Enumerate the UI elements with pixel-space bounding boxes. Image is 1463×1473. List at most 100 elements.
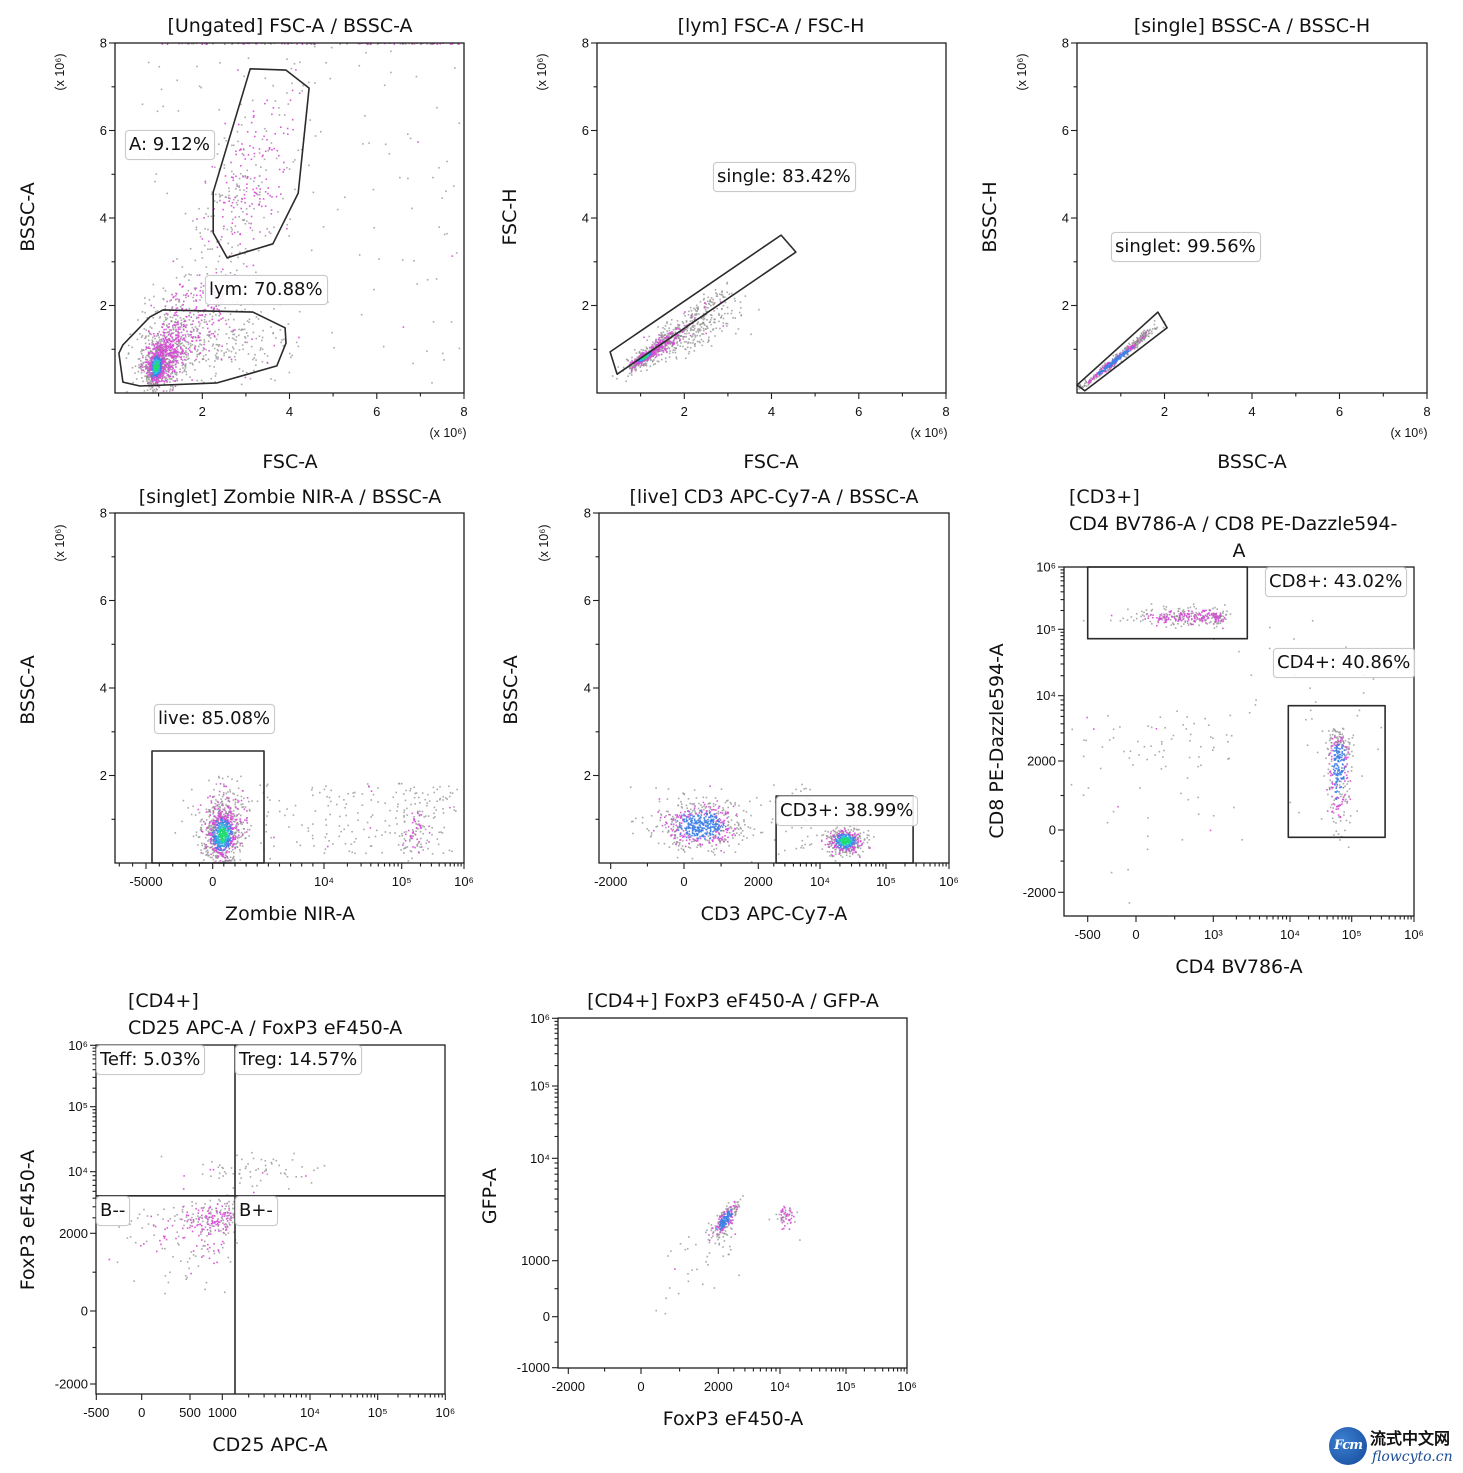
data-point (176, 258, 178, 260)
data-point (1119, 351, 1122, 354)
data-point (213, 215, 215, 217)
data-point (127, 344, 130, 347)
data-point (185, 353, 187, 356)
data-point (416, 844, 418, 846)
data-point (225, 821, 227, 823)
data-point (158, 347, 161, 349)
data-point (215, 305, 217, 308)
data-point (144, 342, 147, 345)
gate-single[interactable] (609, 234, 797, 376)
data-point (449, 43, 452, 45)
data-point (171, 347, 173, 349)
data-point (253, 207, 255, 210)
data-point (661, 336, 664, 339)
data-point (212, 831, 215, 833)
data-point (227, 819, 229, 821)
data-point (218, 794, 221, 796)
data-point (701, 333, 703, 335)
data-point (152, 366, 154, 369)
data-point (163, 376, 166, 378)
data-point (252, 147, 255, 149)
data-point (156, 378, 158, 380)
data-point (1128, 348, 1130, 350)
data-point (203, 341, 206, 343)
data-point (328, 796, 331, 799)
data-point (168, 329, 171, 331)
data-point (427, 793, 429, 796)
data-point (1094, 376, 1096, 378)
data-point (159, 360, 161, 362)
data-point (403, 816, 405, 818)
data-point (216, 854, 218, 857)
data-point (205, 43, 208, 45)
data-point (222, 794, 225, 796)
data-point (156, 382, 159, 385)
data-point (273, 147, 275, 150)
data-point (217, 358, 219, 360)
data-point (652, 352, 654, 355)
data-point (240, 836, 242, 838)
data-point (147, 375, 149, 377)
data-point (148, 385, 150, 388)
data-point (287, 103, 290, 105)
data-point (640, 358, 642, 361)
gate-A[interactable] (212, 68, 310, 259)
data-point (210, 827, 212, 829)
data-point (195, 226, 198, 229)
data-point (219, 313, 222, 315)
data-point (195, 299, 197, 301)
data-point (654, 363, 656, 365)
data-point (229, 313, 232, 315)
data-point (1135, 346, 1137, 348)
data-point (172, 356, 174, 359)
data-point (697, 308, 699, 310)
data-point (455, 810, 457, 812)
data-point (726, 291, 728, 294)
data-point (225, 196, 228, 198)
data-point (174, 342, 177, 344)
data-point (232, 144, 235, 147)
gate-lym[interactable] (118, 309, 287, 387)
data-point (166, 331, 168, 334)
data-point (651, 345, 653, 348)
data-point (155, 173, 158, 175)
data-point (438, 831, 441, 834)
gate-singlet[interactable] (1076, 311, 1168, 392)
data-point (690, 336, 693, 338)
data-point (174, 324, 177, 327)
data-point (238, 328, 240, 331)
data-point (656, 344, 658, 346)
event-cloud (1078, 320, 1166, 390)
event-cloud (174, 775, 458, 863)
data-point (157, 363, 160, 365)
data-point (248, 800, 250, 803)
data-point (713, 310, 715, 312)
data-point (230, 825, 232, 827)
data-point (689, 317, 692, 319)
data-point (426, 279, 429, 281)
data-point (1122, 354, 1125, 356)
data-point (198, 321, 200, 323)
data-point (710, 297, 713, 299)
data-point (311, 834, 314, 837)
data-point (175, 277, 178, 279)
data-point (722, 295, 724, 298)
data-point (627, 359, 629, 362)
data-point (331, 331, 333, 334)
data-point (232, 835, 234, 838)
data-point (164, 355, 167, 357)
data-point (1099, 375, 1101, 377)
data-point (215, 851, 217, 853)
data-point (155, 335, 158, 337)
data-point (646, 347, 649, 350)
data-point (403, 814, 405, 817)
data-point (275, 337, 277, 339)
data-point (220, 359, 223, 361)
data-point (670, 341, 672, 344)
data-point (660, 341, 662, 344)
data-point (638, 357, 640, 359)
data-point (236, 799, 239, 802)
data-point (161, 375, 163, 378)
data-point (378, 258, 380, 260)
data-point (141, 349, 144, 352)
